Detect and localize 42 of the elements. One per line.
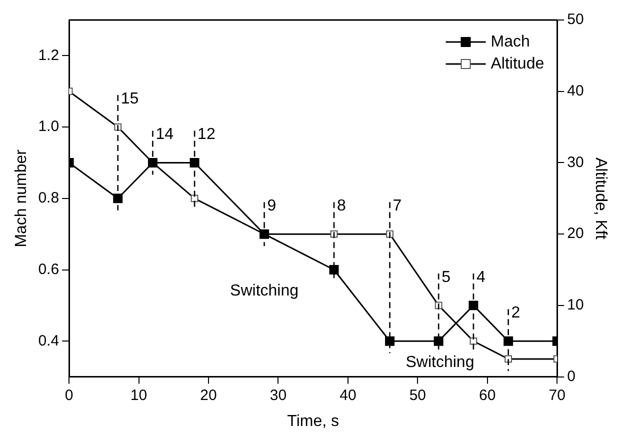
y2-tick-label: 50	[567, 11, 584, 28]
x-tick-label: 60	[479, 386, 496, 404]
point	[190, 158, 200, 168]
y2-tick-label: 40	[567, 82, 584, 100]
annotation: 12	[198, 126, 216, 144]
point	[113, 194, 123, 204]
y2-tick-label: 0	[567, 368, 576, 385]
y-tick-label: 1.0	[38, 118, 60, 136]
x-tick-label: 40	[340, 386, 356, 404]
annotation: 4	[476, 268, 486, 286]
annotation: Switching	[406, 354, 474, 371]
point	[504, 336, 514, 346]
x-tick-label: 70	[548, 386, 566, 404]
annotation: 9	[267, 197, 276, 214]
x-tick-label: 30	[270, 386, 287, 404]
x-tick-label: 10	[130, 386, 148, 404]
legend-label: Altitude	[490, 55, 544, 72]
y-tick-label: 0.8	[38, 190, 60, 207]
y2-tick-label: 30	[567, 154, 584, 171]
annotation: 15	[120, 90, 139, 108]
point	[329, 265, 339, 275]
y2-tick-label: 20	[567, 225, 584, 242]
annotation: Switching	[230, 282, 299, 300]
y-tick-label: 1.2	[38, 46, 60, 64]
annotation: 8	[337, 197, 346, 214]
y-axis-title: Mach number	[13, 148, 30, 248]
x-tick-label: 20	[200, 386, 217, 404]
y-tick-label: 0.6	[38, 260, 60, 278]
point	[468, 300, 478, 310]
annotation: 14	[156, 126, 174, 144]
point	[434, 336, 444, 346]
annotation: 2	[511, 304, 520, 322]
point	[385, 336, 395, 346]
x-tick-label: 50	[409, 386, 426, 404]
legend-label: Mach	[490, 33, 530, 50]
y2-tick-label: 10	[567, 296, 584, 314]
x-tick-label: 0	[64, 386, 74, 404]
annotation: 5	[442, 268, 451, 286]
annotation: 7	[392, 197, 402, 214]
y-tick-label: 0.4	[38, 332, 60, 350]
x-axis-title: Time, s	[287, 412, 340, 430]
y2-axis-title: Altitude, Kft	[592, 157, 609, 240]
